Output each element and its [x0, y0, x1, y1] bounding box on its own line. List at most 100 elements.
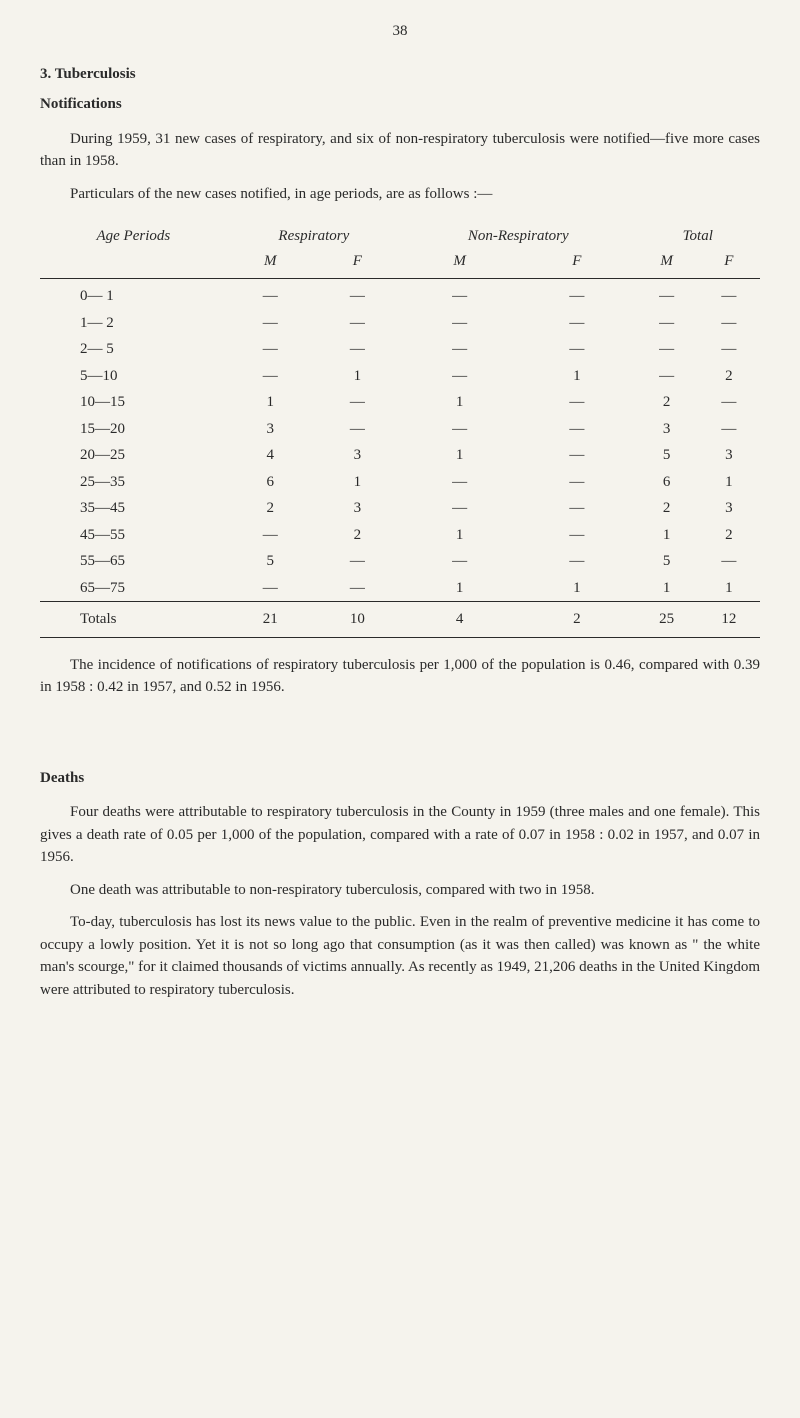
cell-age: 0— 1 — [40, 279, 227, 310]
cell-rm: — — [227, 336, 314, 363]
cell-rm: — — [227, 279, 314, 310]
cell-tm: 1 — [636, 522, 698, 549]
totals-tf: 12 — [698, 602, 760, 638]
section-heading: 3. Tuberculosis — [40, 63, 760, 86]
cell-rf: 1 — [314, 363, 401, 390]
cell-rf: — — [314, 279, 401, 310]
table-header-row: Age Periods Respiratory Non-Respiratory … — [40, 221, 760, 250]
cell-rf: 1 — [314, 469, 401, 496]
cell-rm: 3 — [227, 416, 314, 443]
table-row: 25—3561——61 — [40, 469, 760, 496]
notifications-heading: Notifications — [40, 93, 760, 116]
cell-nm: — — [401, 279, 518, 310]
cell-age: 45—55 — [40, 522, 227, 549]
paragraph-3: The incidence of notifications of respir… — [40, 654, 760, 699]
paragraph-6: To-day, tuberculosis has lost its news v… — [40, 911, 760, 1001]
cell-tm: 2 — [636, 495, 698, 522]
cell-rm: 2 — [227, 495, 314, 522]
cell-tf: 3 — [698, 495, 760, 522]
tuberculosis-table: Age Periods Respiratory Non-Respiratory … — [40, 221, 760, 638]
cell-tf: — — [698, 336, 760, 363]
cell-tm: 6 — [636, 469, 698, 496]
table-row: 0— 1—————— — [40, 279, 760, 310]
table-subheader-row: M F M F M F — [40, 250, 760, 279]
cell-nf: — — [518, 442, 635, 469]
cell-rf: 2 — [314, 522, 401, 549]
cell-nf: — — [518, 495, 635, 522]
cell-tf: 2 — [698, 363, 760, 390]
cell-age: 35—45 — [40, 495, 227, 522]
table-row: 1— 2—————— — [40, 310, 760, 337]
cell-rm: — — [227, 522, 314, 549]
cell-nm: 1 — [401, 442, 518, 469]
cell-nf: — — [518, 310, 635, 337]
totals-label: Totals — [40, 602, 227, 638]
paragraph-5: One death was attributable to non-respir… — [40, 879, 760, 902]
totals-rm: 21 — [227, 602, 314, 638]
cell-rm: 6 — [227, 469, 314, 496]
paragraph-1: During 1959, 31 new cases of respiratory… — [40, 128, 760, 173]
cell-tf: 3 — [698, 442, 760, 469]
cell-rm: — — [227, 310, 314, 337]
cell-rm: — — [227, 575, 314, 602]
cell-rf: — — [314, 310, 401, 337]
cell-tf: — — [698, 416, 760, 443]
cell-nm: — — [401, 548, 518, 575]
cell-nf: — — [518, 469, 635, 496]
cell-tm: — — [636, 279, 698, 310]
cell-tm: 3 — [636, 416, 698, 443]
table-row: 10—151—1—2— — [40, 389, 760, 416]
cell-nm: 1 — [401, 522, 518, 549]
col-nonresp-f: F — [518, 250, 635, 279]
cell-nm: — — [401, 469, 518, 496]
cell-age: 1— 2 — [40, 310, 227, 337]
col-total-m: M — [636, 250, 698, 279]
cell-rf: — — [314, 336, 401, 363]
cell-nm: — — [401, 416, 518, 443]
cell-nf: 1 — [518, 575, 635, 602]
cell-rf: 3 — [314, 495, 401, 522]
cell-rf: 3 — [314, 442, 401, 469]
cell-age: 55—65 — [40, 548, 227, 575]
cell-age: 20—25 — [40, 442, 227, 469]
cell-nf: — — [518, 548, 635, 575]
table-row: 35—4523——23 — [40, 495, 760, 522]
cell-rm: 4 — [227, 442, 314, 469]
totals-nf: 2 — [518, 602, 635, 638]
cell-nf: — — [518, 336, 635, 363]
cell-tm: 5 — [636, 442, 698, 469]
cell-age: 65—75 — [40, 575, 227, 602]
cell-nm: 1 — [401, 575, 518, 602]
table-totals-row: Totals 21 10 4 2 25 12 — [40, 602, 760, 638]
table-row: 45—55—21—12 — [40, 522, 760, 549]
cell-tf: 1 — [698, 469, 760, 496]
col-nonresp-m: M — [401, 250, 518, 279]
cell-rm: 1 — [227, 389, 314, 416]
col-resp-f: F — [314, 250, 401, 279]
table-row: 55—655———5— — [40, 548, 760, 575]
cell-tm: — — [636, 336, 698, 363]
table-row: 5—10—1—1—2 — [40, 363, 760, 390]
cell-rf: — — [314, 575, 401, 602]
cell-age: 10—15 — [40, 389, 227, 416]
col-age: Age Periods — [40, 221, 227, 250]
col-total-f: F — [698, 250, 760, 279]
cell-nf: — — [518, 416, 635, 443]
cell-tf: — — [698, 279, 760, 310]
cell-tf: — — [698, 389, 760, 416]
cell-age: 25—35 — [40, 469, 227, 496]
cell-age: 2— 5 — [40, 336, 227, 363]
cell-tf: 2 — [698, 522, 760, 549]
cell-nm: 1 — [401, 389, 518, 416]
cell-tf: 1 — [698, 575, 760, 602]
cell-age: 15—20 — [40, 416, 227, 443]
page-number: 38 — [40, 20, 760, 43]
totals-nm: 4 — [401, 602, 518, 638]
table-row: 15—203———3— — [40, 416, 760, 443]
cell-rf: — — [314, 389, 401, 416]
cell-nf: — — [518, 522, 635, 549]
table-row: 65—75——1111 — [40, 575, 760, 602]
table-row: 20—25431—53 — [40, 442, 760, 469]
cell-rf: — — [314, 416, 401, 443]
cell-tf: — — [698, 548, 760, 575]
